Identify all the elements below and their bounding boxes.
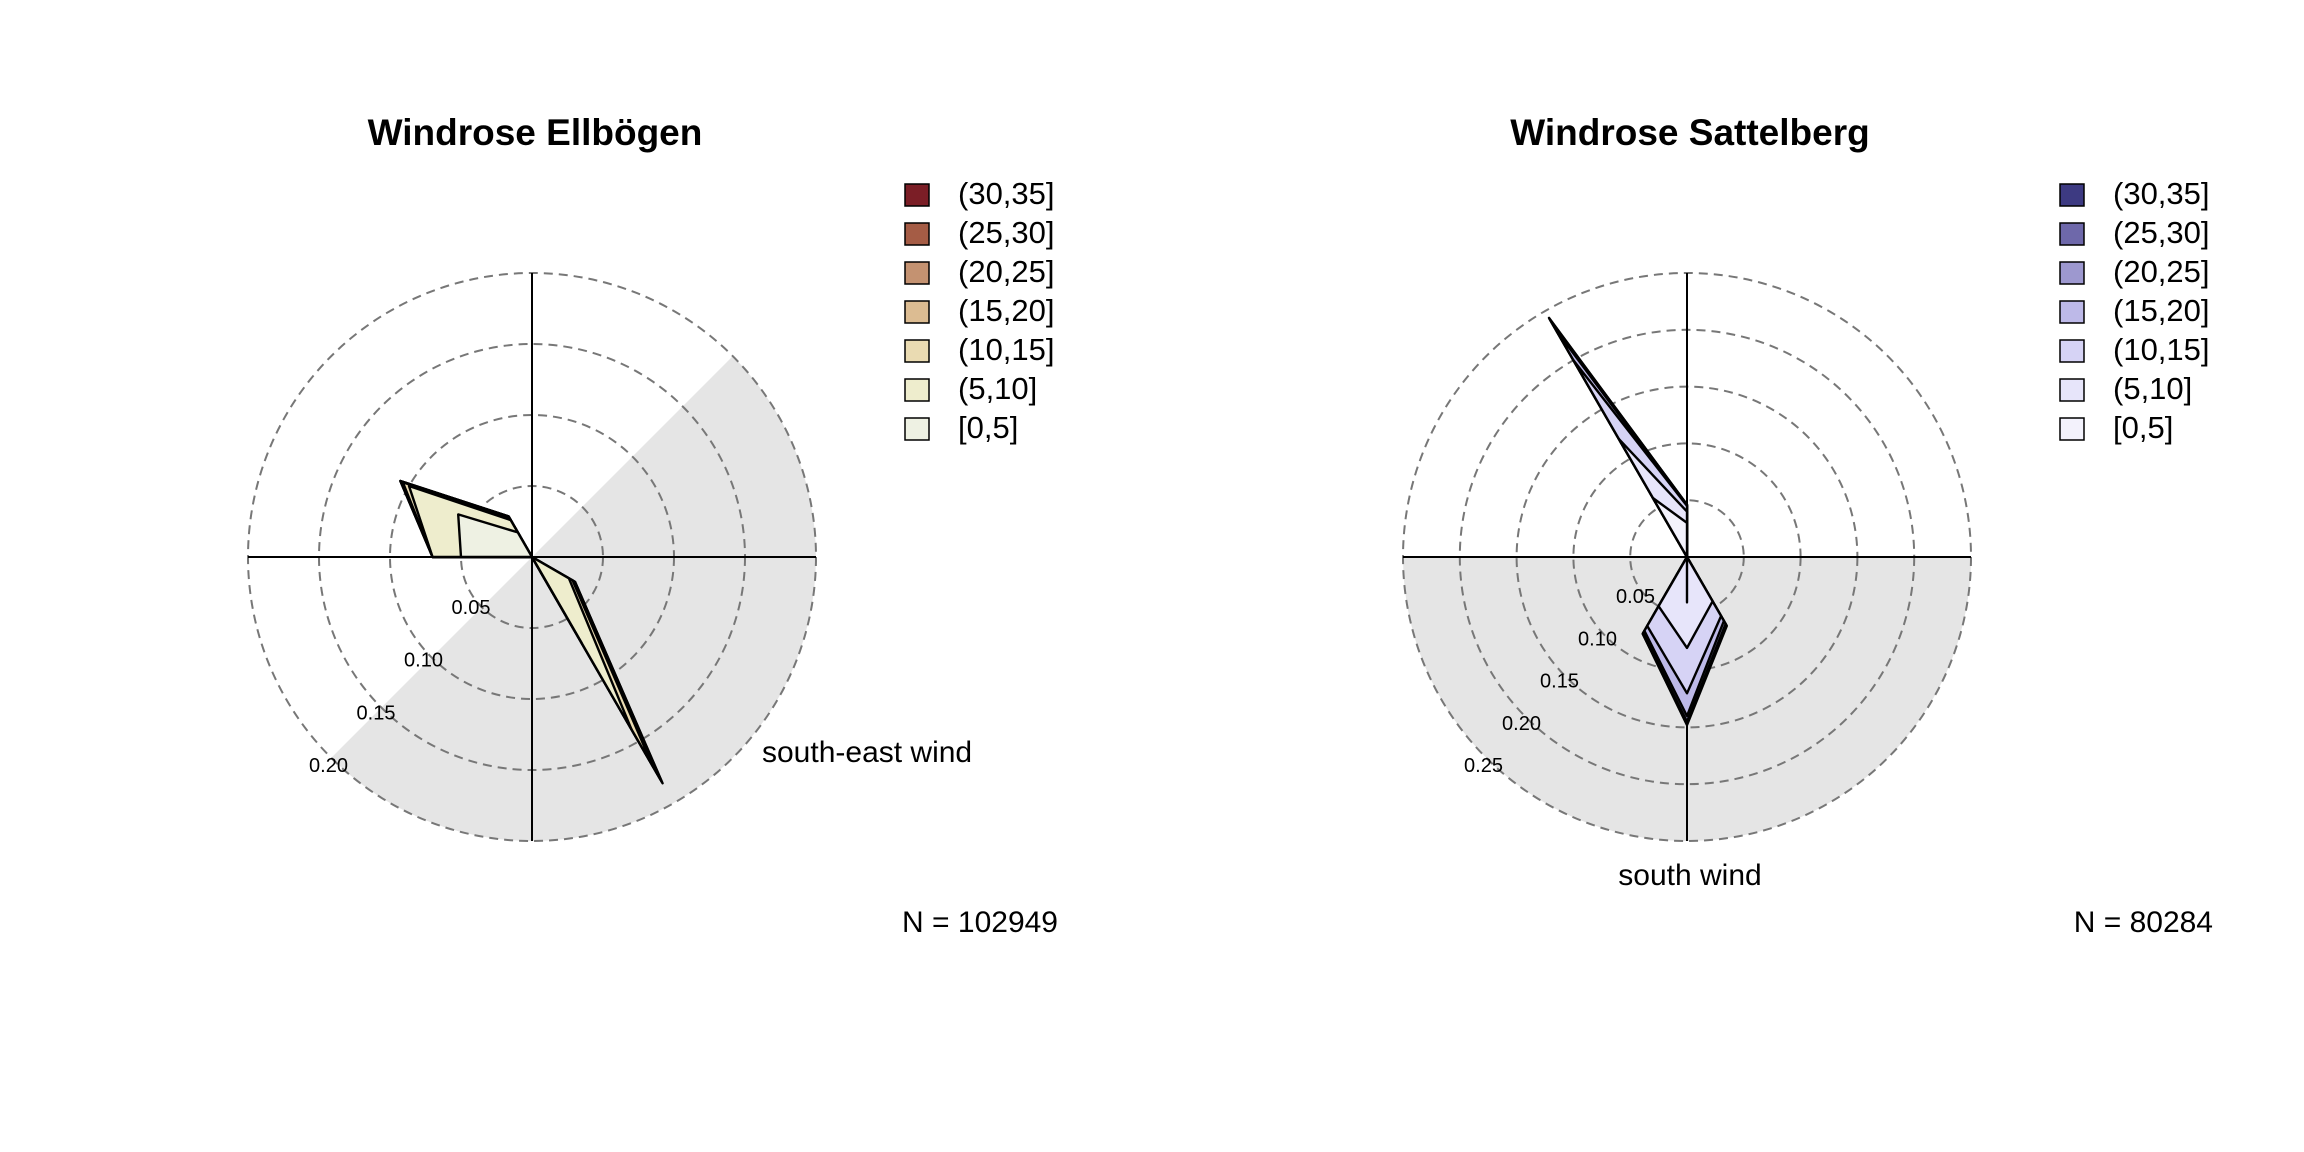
legend-item: (15,20] bbox=[2059, 293, 2210, 328]
sample-size-label: N = 80284 bbox=[2074, 906, 2213, 939]
legend: (30,35] (25,30] (20,25] (15,20] (10,15] (5,10… bbox=[904, 176, 1055, 445]
legend-item: (30,35] bbox=[2059, 176, 2210, 211]
legend-label: (5,10] bbox=[2113, 371, 2192, 406]
legend-label: (30,35] bbox=[2113, 176, 2210, 211]
legend-item: (20,25] bbox=[2059, 254, 2210, 289]
windrose-panel-sattelberg: Windrose Sattelberg 0.05 0.10 0.15 0.20 0.25… bbox=[1402, 112, 2213, 939]
legend-swatch bbox=[904, 183, 930, 207]
legend-label: (25,30] bbox=[2113, 215, 2210, 250]
legend-swatch bbox=[2059, 183, 2085, 207]
legend-label: (10,15] bbox=[2113, 332, 2210, 367]
legend-item: (10,15] bbox=[904, 332, 1055, 367]
legend-swatch bbox=[904, 417, 930, 441]
windrose-panel-ellboegen: Windrose Ellbögen 0.05 0.10 0.15 0.20 (30,3… bbox=[247, 112, 1058, 939]
ring-label: 0.10 bbox=[404, 650, 443, 672]
legend: (30,35] (25,30] (20,25] (15,20] (10,15] (5,10… bbox=[2059, 176, 2210, 445]
legend-swatch bbox=[904, 378, 930, 402]
ring-label: 0.10 bbox=[1578, 628, 1617, 650]
legend-item: (5,10] bbox=[904, 371, 1037, 406]
legend-item: [0,5] bbox=[904, 410, 1018, 445]
petal-0-5 bbox=[457, 513, 583, 645]
ring-label: 0.20 bbox=[309, 755, 348, 777]
petal-0-5 bbox=[1651, 496, 1689, 604]
ring-label: 0.15 bbox=[1540, 671, 1579, 693]
legend-item: (25,30] bbox=[904, 215, 1055, 250]
legend-label: (10,15] bbox=[958, 332, 1055, 367]
legend-swatch bbox=[2059, 417, 2085, 441]
legend-swatch bbox=[904, 261, 930, 285]
legend-swatch bbox=[904, 339, 930, 363]
prevailing-wind-annotation: south wind bbox=[1618, 859, 1761, 892]
legend-swatch bbox=[2059, 222, 2085, 246]
legend-swatch bbox=[2059, 300, 2085, 324]
ring-label: 0.05 bbox=[1616, 586, 1655, 608]
legend-label: (20,25] bbox=[958, 254, 1055, 289]
ring-label: 0.05 bbox=[452, 597, 491, 619]
windrose-plot: 0.05 0.10 0.15 0.20 bbox=[247, 272, 817, 842]
windrose-plot: 0.05 0.10 0.15 0.20 0.25 bbox=[1402, 272, 1972, 842]
chart-title: Windrose Ellbögen bbox=[368, 112, 703, 153]
legend-item: (10,15] bbox=[2059, 332, 2210, 367]
legend-label: (25,30] bbox=[958, 215, 1055, 250]
legend-swatch bbox=[904, 300, 930, 324]
petal-5-10 bbox=[1617, 437, 1714, 650]
legend-label: (15,20] bbox=[2113, 293, 2210, 328]
legend-label: (15,20] bbox=[958, 293, 1055, 328]
legend-item: (5,10] bbox=[2059, 371, 2192, 406]
legend-swatch bbox=[2059, 339, 2085, 363]
prevailing-wind-annotation: south-east wind bbox=[762, 736, 972, 769]
ring-label: 0.20 bbox=[1502, 713, 1541, 735]
ring-label: 0.15 bbox=[357, 702, 396, 724]
legend-swatch bbox=[904, 222, 930, 246]
legend-item: (25,30] bbox=[2059, 215, 2210, 250]
legend-item: [0,5] bbox=[2059, 410, 2173, 445]
legend-item: (30,35] bbox=[904, 176, 1055, 211]
legend-label: (5,10] bbox=[958, 371, 1037, 406]
chart-title: Windrose Sattelberg bbox=[1510, 112, 1869, 153]
legend-swatch bbox=[2059, 261, 2085, 285]
sample-size-label: N = 102949 bbox=[902, 906, 1058, 939]
legend-label: [0,5] bbox=[958, 410, 1018, 445]
legend-item: (15,20] bbox=[904, 293, 1055, 328]
legend-label: [0,5] bbox=[2113, 410, 2173, 445]
ring-label: 0.25 bbox=[1464, 755, 1503, 777]
legend-item: (20,25] bbox=[904, 254, 1055, 289]
legend-swatch bbox=[2059, 378, 2085, 402]
legend-label: (20,25] bbox=[2113, 254, 2210, 289]
legend-label: (30,35] bbox=[958, 176, 1055, 211]
